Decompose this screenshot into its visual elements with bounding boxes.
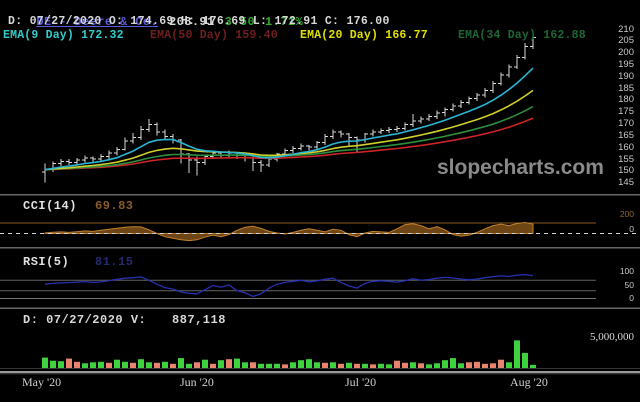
price-tick-205: 205 [618, 35, 634, 47]
rsi-line-series [44, 273, 534, 298]
price-change-percent: 1.71% [265, 15, 304, 29]
header-row: DE - Deere & Co. 208.91 3.50 1.71% [6, 1, 303, 43]
panel-separators [0, 194, 640, 375]
rsi-label: RSI(5) [23, 255, 70, 269]
rsi-value: 81.15 [95, 255, 134, 269]
cci-tick-0: 0 [629, 224, 634, 234]
price-tick-170: 170 [618, 118, 634, 129]
ema34-legend: EMA(34 Day) 162.88 [458, 29, 586, 42]
price-tick-195: 195 [618, 58, 634, 70]
cci-tick-200: 200 [619, 209, 634, 219]
price-tick-160: 160 [618, 141, 634, 153]
volume-value: 887,118 [172, 313, 226, 327]
month-label-2: Jun '20 [180, 375, 214, 389]
price-tick-190: 190 [618, 70, 634, 82]
month-label-4: Aug '20 [510, 375, 548, 389]
month-label-3: Jul '20 [345, 375, 377, 389]
volume-bars [42, 340, 536, 368]
price-tick-165: 165 [618, 129, 634, 141]
cci-label: CCI(14) [23, 199, 77, 213]
rsi-tick-100: 100 [619, 266, 634, 276]
slopecharts-watermark: slopecharts.com [437, 156, 604, 179]
rsi-tick-0: 0 [629, 292, 634, 303]
price-tick-150: 150 [618, 165, 634, 177]
ema20-legend: EMA(20 Day) 166.77 [300, 29, 428, 42]
ema50-legend: EMA(50 Day) 159.40 [150, 29, 278, 42]
ohlc-readout: D: 07/27/2020 O: 174.69 H: 176.69 L: 172… [8, 15, 390, 28]
price-tick-180: 180 [618, 94, 634, 106]
volume-axis-tick: 5,000,000 [590, 331, 634, 343]
price-tick-185: 185 [618, 82, 634, 94]
indicator-gridlines [0, 222, 640, 369]
volume-date-label: D: 07/27/2020 V: [23, 313, 147, 327]
ema9-legend: EMA(9 Day) 172.32 [3, 29, 124, 42]
ema-lines [44, 67, 534, 171]
price-tick-200: 200 [618, 47, 634, 59]
price-change: 3.50 [224, 15, 256, 29]
cci-area-series [44, 221, 534, 242]
price-tick-175: 175 [618, 106, 634, 118]
month-label-1: May '20 [22, 375, 62, 389]
rsi-tick-50: 50 [624, 280, 634, 290]
symbol-link[interactable]: DE - Deere & Co. [36, 15, 159, 29]
last-price: 208.91 [169, 15, 215, 29]
cci-value: 69.83 [95, 199, 134, 213]
price-tick-145: 145 [618, 177, 634, 189]
price-tick-155: 155 [618, 153, 634, 165]
price-tick-210: 210 [618, 23, 634, 35]
